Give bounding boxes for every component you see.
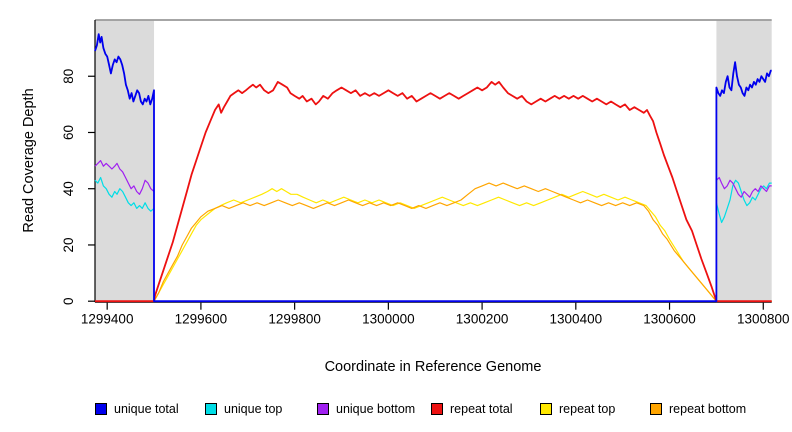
- shaded-region: [95, 20, 155, 302]
- x-tick-label: 1300400: [550, 312, 603, 327]
- shaded-region: [716, 20, 772, 302]
- legend-swatch: [431, 403, 443, 415]
- series-line-unique-bottom: [715, 176, 772, 198]
- series-line-unique-bottom: [94, 160, 155, 195]
- legend-item-unique-bottom: unique bottom: [317, 399, 415, 419]
- series-line-unique-top: [94, 176, 155, 212]
- legend-item-repeat-bottom: repeat bottom: [650, 399, 746, 419]
- series-line-unique-total: [94, 33, 772, 303]
- x-tick-label: 1299400: [81, 312, 134, 327]
- legend-label: repeat top: [559, 402, 616, 416]
- x-tick-label: 1300600: [643, 312, 696, 327]
- legend-swatch: [650, 403, 662, 415]
- x-tick-label: 1300000: [362, 312, 415, 327]
- series-line-repeat-total: [95, 81, 772, 303]
- x-tick-label: 1299600: [175, 312, 228, 327]
- y-tick-label: 80: [61, 69, 76, 84]
- y-tick-label: 60: [61, 125, 76, 140]
- series-line-unique-top: [715, 179, 772, 224]
- series-line-repeat-top: [95, 188, 772, 302]
- legend-label: unique bottom: [336, 402, 416, 416]
- legend-label: repeat total: [450, 402, 513, 416]
- y-tick-label: 20: [61, 237, 76, 252]
- x-tick-label: 1300800: [737, 312, 790, 327]
- legend-swatch: [540, 403, 552, 415]
- y-tick-label: 40: [61, 181, 76, 196]
- x-axis-title: Coordinate in Reference Genome: [325, 359, 542, 375]
- chart-layer: 0 20 40 60 80 1299400 1299600 1299800 1300000 130…: [61, 19, 790, 327]
- chart-legend: unique total unique top unique bottom repea…: [0, 399, 792, 423]
- legend-item-unique-top: unique top: [205, 399, 282, 419]
- y-axis-title: Read Coverage Depth: [21, 88, 37, 232]
- legend-swatch: [317, 403, 329, 415]
- legend-item-repeat-top: repeat top: [540, 399, 615, 419]
- series-line-repeat-bottom: [95, 182, 772, 302]
- plot-canvas: 0 20 40 60 80 1299400 1299600 1299800 1300000 130…: [21, 19, 790, 375]
- legend-item-repeat-total: repeat total: [431, 399, 513, 419]
- legend-swatch: [205, 403, 217, 415]
- x-tick-label: 1299800: [268, 312, 321, 327]
- legend-item-unique-total: unique total: [95, 399, 179, 419]
- legend-swatch: [95, 403, 107, 415]
- legend-label: unique total: [114, 402, 179, 416]
- y-tick-label: 0: [61, 297, 76, 305]
- legend-label: unique top: [224, 402, 283, 416]
- x-tick-label: 1300200: [456, 312, 509, 327]
- legend-label: repeat bottom: [669, 402, 747, 416]
